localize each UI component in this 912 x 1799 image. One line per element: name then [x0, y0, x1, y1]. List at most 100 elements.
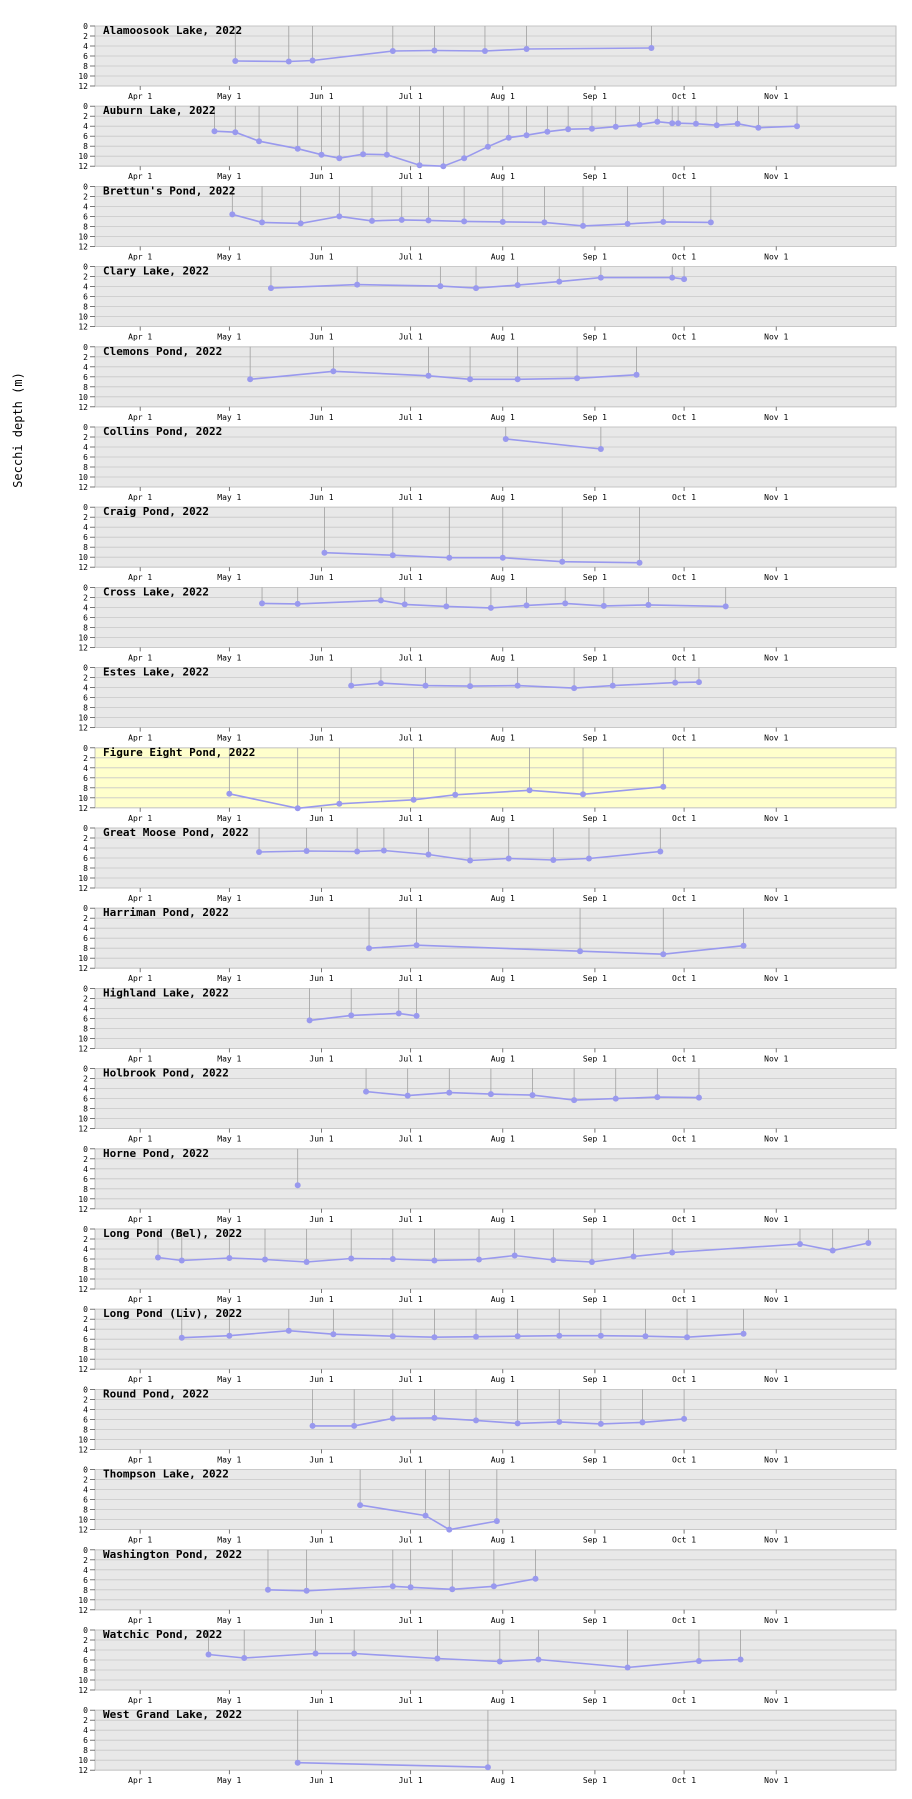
x-tick-label: Aug 1: [491, 252, 515, 261]
data-point: [562, 600, 569, 607]
y-tick-label: 2: [83, 32, 88, 41]
x-tick-label: Jun 1: [309, 653, 333, 662]
data-point: [467, 857, 474, 864]
series-line: [235, 47, 652, 63]
x-tick-label: Nov 1: [764, 1135, 788, 1144]
y-tick-label: 12: [78, 1445, 88, 1454]
x-tick-label: Jun 1: [309, 1776, 333, 1785]
y-tick-label: 10: [78, 714, 88, 723]
x-tick-label: Apr 1: [128, 1135, 152, 1144]
x-tick-label: Jul 1: [399, 413, 423, 422]
data-point: [422, 682, 429, 689]
x-tick-label: Nov 1: [764, 1776, 788, 1785]
chart-title: Alamoosook Lake, 2022: [103, 24, 242, 37]
chart-title: Brettun's Pond, 2022: [103, 184, 235, 197]
x-tick-label: Jul 1: [399, 653, 423, 662]
x-tick-label: Jun 1: [309, 1375, 333, 1384]
y-tick-label: 12: [78, 1125, 88, 1134]
x-tick-label: Apr 1: [128, 1696, 152, 1705]
data-point: [487, 604, 494, 611]
x-tick-label: Apr 1: [128, 653, 152, 662]
x-tick-label: Apr 1: [128, 1776, 152, 1785]
y-tick-label: 12: [78, 804, 88, 813]
x-tick-label: Nov 1: [764, 734, 788, 743]
data-point: [630, 1253, 637, 1260]
data-point: [226, 790, 233, 797]
y-tick-label: 0: [83, 1225, 88, 1234]
data-point: [496, 1658, 503, 1665]
data-point: [642, 1333, 649, 1340]
data-point: [446, 1089, 453, 1096]
data-point: [796, 1241, 803, 1247]
data-point: [669, 120, 676, 127]
y-tick-label: 2: [83, 674, 88, 683]
data-point: [532, 1575, 539, 1582]
x-tick-label: May 1: [217, 1616, 241, 1625]
x-tick-label: May 1: [217, 653, 241, 662]
y-tick-label: 6: [83, 212, 88, 221]
y-tick-label: 10: [78, 1676, 88, 1685]
data-point: [354, 848, 361, 855]
data-point: [624, 1664, 631, 1671]
data-point: [597, 274, 604, 281]
x-tick-label: Oct 1: [672, 493, 696, 502]
y-tick-label: 2: [83, 1556, 88, 1565]
x-tick-label: Nov 1: [764, 333, 788, 342]
x-tick-label: Oct 1: [672, 1776, 696, 1785]
data-point: [366, 945, 373, 952]
data-point: [597, 446, 604, 452]
data-point: [425, 851, 432, 858]
x-tick-label: Aug 1: [491, 493, 515, 502]
y-tick-label: 12: [78, 1606, 88, 1615]
data-point: [755, 124, 762, 131]
x-tick-label: Apr 1: [128, 894, 152, 903]
y-tick-label: 10: [78, 794, 88, 803]
y-tick-label: 6: [83, 1576, 88, 1585]
x-tick-label: Sep 1: [583, 1455, 607, 1464]
x-tick-label: Oct 1: [672, 814, 696, 823]
chart-title: Thompson Lake, 2022: [103, 1468, 229, 1481]
data-point: [380, 847, 387, 854]
x-tick-label: Sep 1: [583, 1215, 607, 1224]
data-point: [431, 1414, 438, 1421]
x-tick-label: Jun 1: [309, 413, 333, 422]
x-tick-label: Apr 1: [128, 333, 152, 342]
x-tick-label: Apr 1: [128, 493, 152, 502]
x-tick-label: Jun 1: [309, 1135, 333, 1144]
data-point: [389, 1583, 396, 1590]
data-point: [229, 211, 236, 218]
data-point: [636, 559, 643, 566]
x-tick-label: Apr 1: [128, 974, 152, 983]
x-tick-label: Nov 1: [764, 1215, 788, 1224]
data-point: [446, 554, 453, 561]
data-point: [535, 1656, 542, 1663]
data-point: [318, 151, 325, 158]
x-tick-label: Jun 1: [309, 1054, 333, 1063]
x-tick-label: Sep 1: [583, 814, 607, 823]
y-tick-label: 2: [83, 1155, 88, 1164]
x-tick-label: May 1: [217, 493, 241, 502]
data-point: [550, 1257, 557, 1263]
x-tick-label: Jun 1: [309, 734, 333, 743]
data-point: [514, 1420, 521, 1427]
x-tick-label: Jul 1: [399, 1375, 423, 1384]
data-point: [336, 800, 343, 807]
data-point: [259, 219, 266, 226]
x-tick-label: Nov 1: [764, 92, 788, 101]
x-tick-label: Oct 1: [672, 1616, 696, 1625]
data-point: [425, 217, 432, 224]
data-point: [490, 1583, 497, 1590]
data-point: [499, 554, 506, 561]
data-point: [559, 558, 566, 565]
y-tick-label: 0: [83, 423, 88, 432]
data-point: [422, 1512, 429, 1519]
y-tick-label: 8: [83, 1024, 88, 1033]
series-line: [229, 786, 664, 810]
data-point: [597, 1332, 604, 1339]
